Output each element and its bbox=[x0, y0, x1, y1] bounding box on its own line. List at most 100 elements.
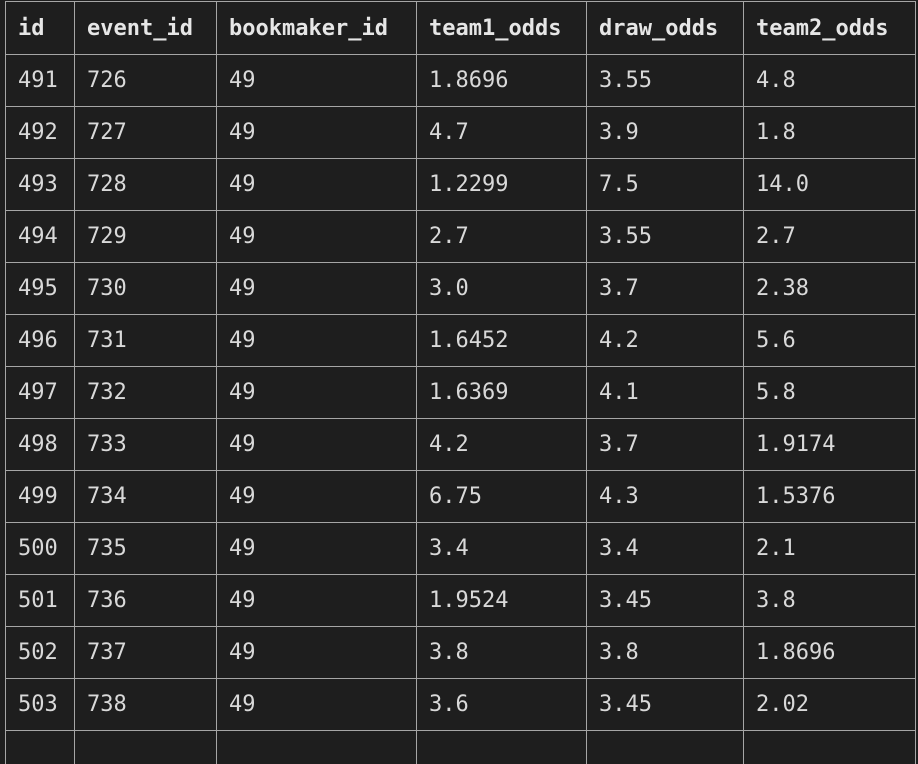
cell-bookmaker-id[interactable]: 49 bbox=[216, 106, 417, 159]
cell-team2-odds[interactable]: 1.8696 bbox=[743, 626, 916, 679]
cell-team2-odds[interactable]: 2.7 bbox=[743, 210, 916, 263]
cell-team2-odds[interactable]: 2.02 bbox=[743, 678, 916, 731]
cell-team2-odds[interactable]: 5.8 bbox=[743, 366, 916, 419]
cell-draw-odds[interactable]: 4.1 bbox=[586, 366, 744, 419]
cell-draw-odds[interactable]: 4.3 bbox=[586, 470, 744, 523]
cell-draw-odds[interactable]: 4.2 bbox=[586, 314, 744, 367]
cell-team1-odds[interactable]: 3.0 bbox=[416, 262, 587, 315]
cell-team2-odds[interactable]: 3.8 bbox=[743, 574, 916, 627]
cell-team1-odds[interactable]: 4.2 bbox=[416, 418, 587, 471]
column-header-bookmaker-id[interactable]: bookmaker_id bbox=[216, 1, 417, 55]
cell-draw-odds[interactable]: 3.7 bbox=[586, 418, 744, 471]
cell-draw-odds[interactable]: 3.7 bbox=[586, 262, 744, 315]
cell-id[interactable]: 496 bbox=[5, 314, 75, 367]
cell-id[interactable]: 501 bbox=[5, 574, 75, 627]
cell-event-id[interactable]: 735 bbox=[74, 522, 217, 575]
cell-event-id[interactable]: 738 bbox=[74, 678, 217, 731]
cell-team1-odds[interactable]: 3.8 bbox=[416, 626, 587, 679]
cell-bookmaker-id[interactable]: 49 bbox=[216, 418, 417, 471]
cell-team2-odds[interactable]: 2.1 bbox=[743, 522, 916, 575]
cell-id[interactable]: 498 bbox=[5, 418, 75, 471]
cell-id[interactable]: 491 bbox=[5, 54, 75, 107]
cell-team1-odds[interactable]: 1.8696 bbox=[416, 54, 587, 107]
cell-team1-odds[interactable]: 1.6369 bbox=[416, 366, 587, 419]
cell-id[interactable]: 502 bbox=[5, 626, 75, 679]
cell-bookmaker-id[interactable]: 49 bbox=[216, 678, 417, 731]
cell-event-id[interactable]: 726 bbox=[74, 54, 217, 107]
table-row[interactable]: 497 732 49 1.6369 4.1 5.8 bbox=[5, 366, 916, 419]
column-header-id[interactable]: id bbox=[5, 1, 75, 55]
table-row[interactable]: 498 733 49 4.2 3.7 1.9174 bbox=[5, 418, 916, 471]
cell-team2-odds[interactable]: 1.9174 bbox=[743, 418, 916, 471]
cell-team1-odds[interactable]: 3.4 bbox=[416, 522, 587, 575]
table-row[interactable]: 500 735 49 3.4 3.4 2.1 bbox=[5, 522, 916, 575]
cell-id[interactable]: 492 bbox=[5, 106, 75, 159]
cell-team1-odds[interactable]: 4.7 bbox=[416, 106, 587, 159]
cell-id[interactable]: 497 bbox=[5, 366, 75, 419]
cell-team2-odds[interactable]: 1.8 bbox=[743, 106, 916, 159]
table-row[interactable]: 493 728 49 1.2299 7.5 14.0 bbox=[5, 158, 916, 211]
table-row[interactable]: 492 727 49 4.7 3.9 1.8 bbox=[5, 106, 916, 159]
cell-id[interactable]: 503 bbox=[5, 678, 75, 731]
table-row[interactable]: 491 726 49 1.8696 3.55 4.8 bbox=[5, 54, 916, 107]
cell-event-id[interactable]: 736 bbox=[74, 574, 217, 627]
cell-event-id[interactable]: 731 bbox=[74, 314, 217, 367]
cell-bookmaker-id[interactable]: 49 bbox=[216, 54, 417, 107]
cell-team2-odds[interactable]: 1.5376 bbox=[743, 470, 916, 523]
table-row[interactable]: 499 734 49 6.75 4.3 1.5376 bbox=[5, 470, 916, 523]
cell-team1-odds[interactable]: 3.6 bbox=[416, 678, 587, 731]
cell-event-id[interactable]: 730 bbox=[74, 262, 217, 315]
table-row[interactable]: 501 736 49 1.9524 3.45 3.8 bbox=[5, 574, 916, 627]
table-row[interactable]: 502 737 49 3.8 3.8 1.8696 bbox=[5, 626, 916, 679]
cell-draw-odds[interactable]: 7.5 bbox=[586, 158, 744, 211]
cell-event-id[interactable]: 728 bbox=[74, 158, 217, 211]
cell-bookmaker-id[interactable]: 49 bbox=[216, 262, 417, 315]
cell-team1-odds[interactable]: 6.75 bbox=[416, 470, 587, 523]
cell-draw-odds[interactable]: 3.55 bbox=[586, 210, 744, 263]
cell-draw-odds[interactable]: 3.55 bbox=[586, 54, 744, 107]
cell-event-id[interactable]: 727 bbox=[74, 106, 217, 159]
cell-team1-odds[interactable]: 2.7 bbox=[416, 210, 587, 263]
cell-team2-odds[interactable]: 2.38 bbox=[743, 262, 916, 315]
cell-empty bbox=[216, 730, 417, 764]
table-row[interactable]: 496 731 49 1.6452 4.2 5.6 bbox=[5, 314, 916, 367]
table-row[interactable]: 494 729 49 2.7 3.55 2.7 bbox=[5, 210, 916, 263]
cell-event-id[interactable]: 737 bbox=[74, 626, 217, 679]
cell-bookmaker-id[interactable]: 49 bbox=[216, 158, 417, 211]
cell-event-id[interactable]: 734 bbox=[74, 470, 217, 523]
column-header-team1-odds[interactable]: team1_odds bbox=[416, 1, 587, 55]
cell-empty bbox=[586, 730, 744, 764]
cell-event-id[interactable]: 729 bbox=[74, 210, 217, 263]
column-header-draw-odds[interactable]: draw_odds bbox=[586, 1, 744, 55]
table-row[interactable]: 495 730 49 3.0 3.7 2.38 bbox=[5, 262, 916, 315]
cell-bookmaker-id[interactable]: 49 bbox=[216, 626, 417, 679]
column-header-event-id[interactable]: event_id bbox=[74, 1, 217, 55]
cell-team2-odds[interactable]: 5.6 bbox=[743, 314, 916, 367]
cell-draw-odds[interactable]: 3.8 bbox=[586, 626, 744, 679]
cell-id[interactable]: 495 bbox=[5, 262, 75, 315]
cell-id[interactable]: 494 bbox=[5, 210, 75, 263]
table-row[interactable]: 503 738 49 3.6 3.45 2.02 bbox=[5, 678, 916, 731]
cell-bookmaker-id[interactable]: 49 bbox=[216, 210, 417, 263]
cell-team1-odds[interactable]: 1.2299 bbox=[416, 158, 587, 211]
cell-draw-odds[interactable]: 3.45 bbox=[586, 574, 744, 627]
cell-bookmaker-id[interactable]: 49 bbox=[216, 522, 417, 575]
cell-event-id[interactable]: 732 bbox=[74, 366, 217, 419]
cell-bookmaker-id[interactable]: 49 bbox=[216, 574, 417, 627]
cell-event-id[interactable]: 733 bbox=[74, 418, 217, 471]
cell-id[interactable]: 500 bbox=[5, 522, 75, 575]
cell-bookmaker-id[interactable]: 49 bbox=[216, 314, 417, 367]
cell-team2-odds[interactable]: 14.0 bbox=[743, 158, 916, 211]
cell-draw-odds[interactable]: 3.9 bbox=[586, 106, 744, 159]
cell-team2-odds[interactable]: 4.8 bbox=[743, 54, 916, 107]
cell-draw-odds[interactable]: 3.45 bbox=[586, 678, 744, 731]
cell-team1-odds[interactable]: 1.6452 bbox=[416, 314, 587, 367]
cell-id[interactable]: 493 bbox=[5, 158, 75, 211]
column-header-team2-odds[interactable]: team2_odds bbox=[743, 1, 916, 55]
cell-draw-odds[interactable]: 3.4 bbox=[586, 522, 744, 575]
cell-bookmaker-id[interactable]: 49 bbox=[216, 366, 417, 419]
cell-team1-odds[interactable]: 1.9524 bbox=[416, 574, 587, 627]
cell-bookmaker-id[interactable]: 49 bbox=[216, 470, 417, 523]
cell-id[interactable]: 499 bbox=[5, 470, 75, 523]
